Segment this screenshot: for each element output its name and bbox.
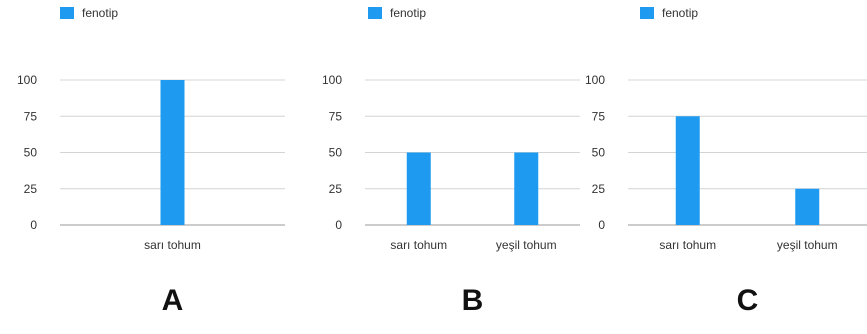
y-tick-label: 25 — [329, 182, 343, 196]
bar — [795, 188, 820, 225]
y-tick-label: 0 — [598, 218, 605, 232]
category-label: sarı tohum — [144, 238, 201, 252]
y-tick-label: 75 — [329, 109, 343, 123]
legend-label: fenotip — [82, 6, 118, 20]
panel-label: A — [162, 284, 184, 317]
legend-swatch — [60, 7, 74, 19]
bar — [514, 152, 539, 225]
y-tick-label: 25 — [24, 182, 38, 196]
y-tick-label: 75 — [24, 109, 38, 123]
y-tick-label: 100 — [17, 73, 37, 87]
y-tick-label: 50 — [329, 146, 343, 160]
category-label: sarı tohum — [390, 238, 447, 252]
category-label: yeşil tohum — [496, 238, 557, 252]
legend-label: fenotip — [662, 6, 698, 20]
y-tick-label: 50 — [24, 146, 38, 160]
y-tick-label: 100 — [585, 73, 605, 87]
panel-label: C — [737, 284, 759, 317]
y-tick-label: 75 — [592, 109, 606, 123]
bar — [406, 152, 431, 225]
legend-label: fenotip — [390, 6, 426, 20]
y-tick-label: 25 — [592, 182, 606, 196]
y-tick-label: 50 — [592, 146, 606, 160]
y-tick-label: 0 — [335, 218, 342, 232]
category-label: sarı tohum — [659, 238, 716, 252]
category-label: yeşil tohum — [777, 238, 838, 252]
legend-swatch — [640, 7, 654, 19]
panel-label: B — [462, 284, 484, 317]
legend-swatch — [368, 7, 382, 19]
bar — [160, 80, 185, 225]
bar — [675, 116, 700, 225]
y-tick-label: 0 — [30, 218, 37, 232]
y-tick-label: 100 — [322, 73, 342, 87]
